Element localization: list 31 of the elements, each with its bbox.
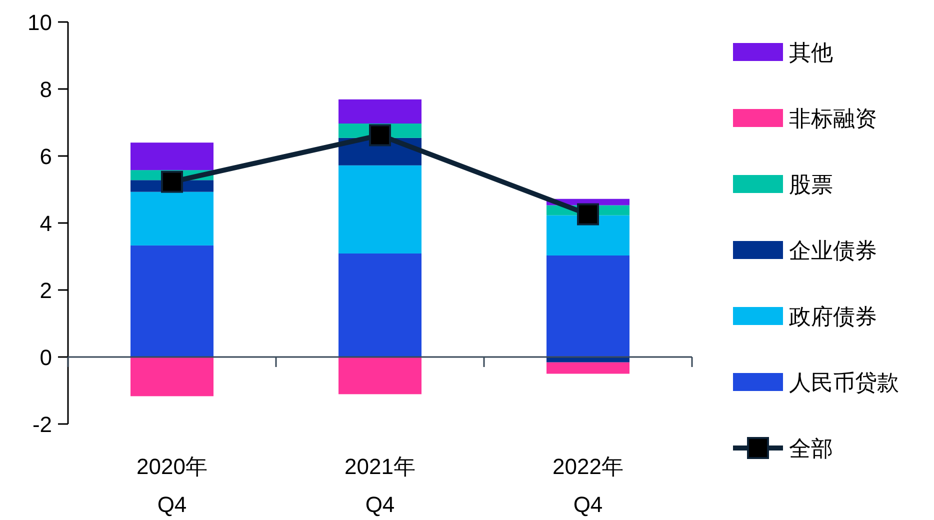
legend-label: 非标融资 [789,106,877,131]
bar [546,362,630,374]
point [161,170,183,193]
bar [130,192,214,246]
bar [546,215,630,256]
y-tick-label: 10 [28,10,52,35]
bar [338,99,422,124]
y-tick-label: 0 [40,345,52,370]
bar [130,142,214,170]
y-tick-label: 6 [40,144,52,169]
legend-label: 企业债券 [789,238,877,263]
legend-label: 政府债券 [789,304,877,329]
bar [338,357,422,394]
x-tick-label: 2022年 Q4 [552,454,624,517]
point [369,124,391,146]
legend-label: 人民币贷款 [789,370,899,395]
y-tick-label: -2 [32,412,52,437]
y-tick-label: 8 [40,77,52,102]
bar [130,357,214,396]
bar [338,165,422,254]
x-tick-label: 2020年 Q4 [136,454,208,517]
bar [338,253,422,357]
legend-label: 股票 [789,172,833,197]
y-tick-label: 4 [40,211,52,236]
bar [130,245,214,357]
point [577,203,599,226]
bar [546,255,630,357]
legend-label: 其他 [789,40,833,65]
legend-label: 全部 [789,436,833,461]
x-tick-label: 2021年 Q4 [344,454,416,517]
y-tick-label: 2 [40,278,52,303]
